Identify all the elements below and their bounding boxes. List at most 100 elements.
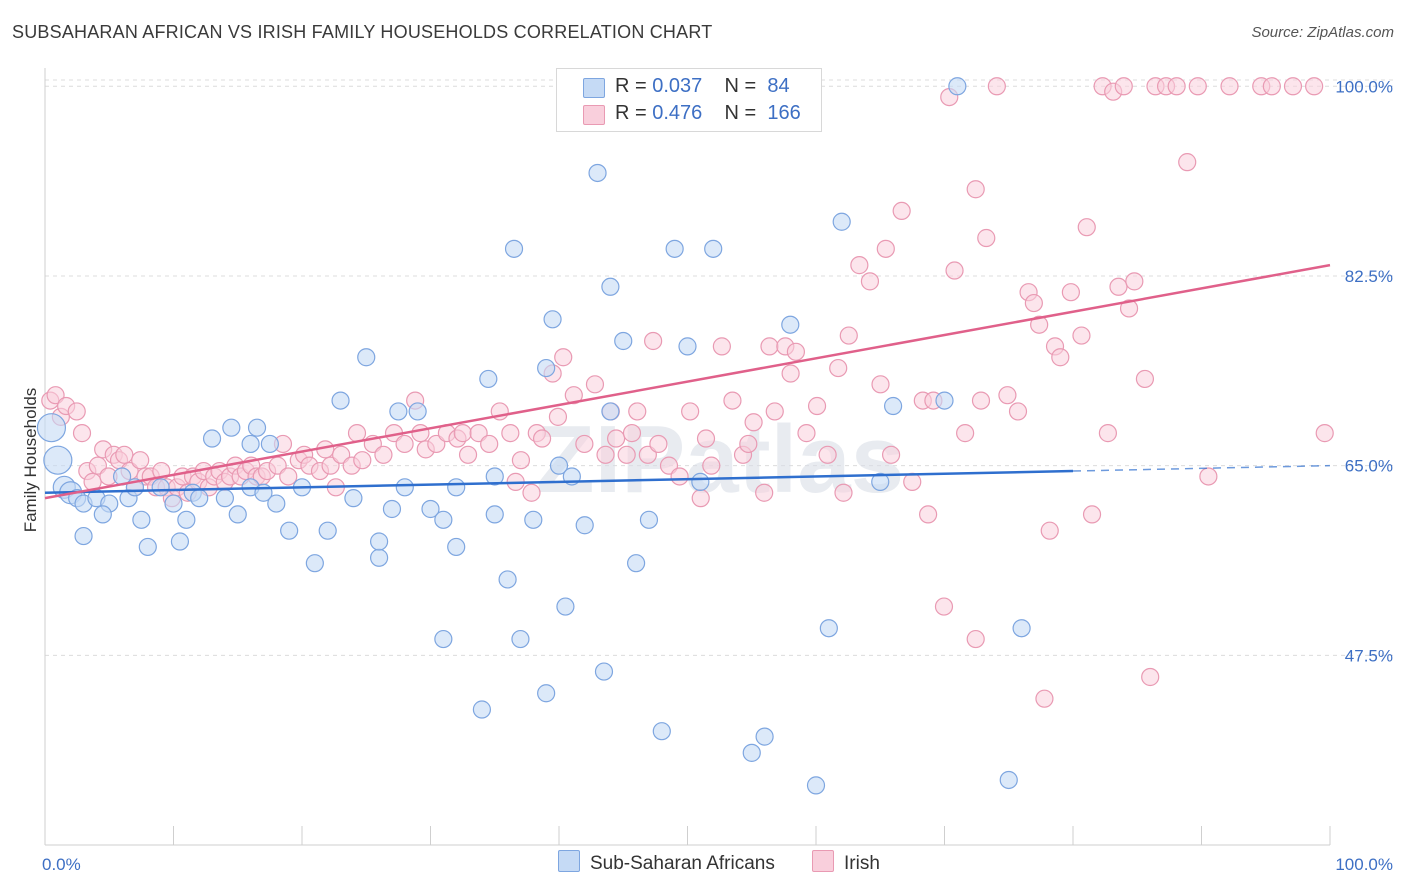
irish-point — [564, 386, 583, 405]
subsaharan-point — [626, 554, 646, 573]
irish-point — [374, 445, 393, 464]
legend-label: Irish — [844, 853, 880, 874]
subsaharan-point — [883, 396, 903, 416]
subsaharan-point — [43, 445, 73, 475]
irish-point — [617, 445, 636, 464]
subsaharan-point — [36, 413, 67, 443]
irish-point — [511, 451, 531, 470]
irish-point — [786, 342, 806, 361]
subsaharan-point — [511, 629, 530, 649]
irish-point — [1035, 689, 1054, 708]
n-value: 84 — [767, 75, 790, 97]
subsaharan-point — [228, 505, 247, 524]
irish-point — [670, 467, 689, 486]
r-label: R = — [615, 102, 647, 124]
irish-points — [41, 77, 1334, 708]
subsaharan-point — [601, 277, 620, 296]
irish-point — [892, 201, 911, 221]
subsaharan-point — [408, 402, 427, 421]
irish-point — [987, 77, 1006, 96]
irish-point — [971, 391, 991, 410]
irish-point — [739, 434, 758, 454]
subsaharan-point — [202, 429, 222, 448]
irish-point — [919, 505, 938, 524]
pink-swatch — [583, 105, 605, 125]
irish-point — [480, 434, 499, 454]
subsaharan-point — [543, 310, 562, 329]
irish-point — [977, 228, 996, 248]
irish-point — [755, 483, 774, 502]
subsaharan-point — [93, 505, 112, 524]
subsaharan-point — [434, 629, 453, 649]
irish-point — [1008, 402, 1028, 421]
irish-point — [638, 445, 657, 464]
subsaharan-point — [132, 510, 151, 529]
irish-point — [411, 424, 430, 443]
irish-point — [1178, 153, 1197, 172]
subsaharan-point — [691, 472, 710, 491]
subsaharan-point — [222, 418, 241, 437]
irish-point — [797, 424, 816, 443]
subsaharan-point — [556, 597, 575, 616]
irish-point — [1125, 272, 1144, 291]
bottom-legend-subsaharan: Sub-Saharan Africans — [558, 850, 775, 875]
subsaharan-point — [479, 369, 498, 389]
irish-point — [522, 483, 541, 502]
irish-point — [744, 413, 763, 432]
subsaharan-point — [588, 163, 607, 183]
subsaharan-point — [247, 418, 267, 437]
y-tick-label: 82.5% — [1345, 267, 1393, 286]
irish-point — [966, 180, 985, 199]
irish-point — [628, 402, 647, 421]
subsaharan-point — [537, 684, 556, 703]
subsaharan-point — [138, 537, 157, 557]
irish-point — [1119, 299, 1139, 318]
subsaharan-point — [819, 619, 838, 638]
subsaharan-point — [421, 499, 440, 519]
irish-point — [765, 402, 784, 421]
irish-point — [860, 272, 880, 291]
irish-point — [1262, 77, 1281, 96]
blue-swatch — [583, 78, 605, 98]
y-tick-label: 100.0% — [1335, 77, 1393, 96]
irish-point — [807, 396, 827, 416]
subsaharan-point — [781, 315, 800, 334]
subsaharan-point — [948, 77, 967, 96]
subsaharan-point — [704, 239, 723, 258]
subsaharan-point — [389, 402, 408, 421]
irish-point — [781, 364, 800, 383]
irish-point — [1109, 277, 1128, 296]
subsaharan-point — [871, 472, 890, 491]
subsaharan-point — [267, 494, 286, 513]
subsaharan-point — [537, 358, 556, 378]
subsaharan-point — [395, 478, 414, 497]
x-tick-label: 100.0% — [1335, 855, 1393, 874]
n-label: N = — [724, 75, 757, 97]
irish-point — [321, 456, 340, 475]
irish-point — [934, 597, 954, 616]
legend-label: Sub-Saharan Africans — [590, 853, 775, 874]
tick-labels: 0.0% 100.0% 47.5% 65.0% 82.5% 100.0% — [42, 77, 1393, 874]
irish-point — [691, 489, 710, 508]
irish-point — [115, 445, 134, 464]
subsaharan-point — [1012, 619, 1031, 638]
irish-point — [871, 375, 890, 394]
subsaharan-point — [806, 776, 826, 795]
irish-point — [72, 424, 92, 443]
irish-point — [644, 331, 663, 351]
subsaharan-point — [498, 570, 517, 589]
irish-point — [596, 445, 615, 464]
irish-point — [1305, 77, 1324, 96]
irish-point — [548, 407, 568, 426]
subsaharan-point — [665, 239, 684, 258]
irish-point — [681, 402, 700, 421]
subsaharan-point — [755, 727, 774, 746]
irish-point — [554, 348, 573, 367]
subsaharan-point — [177, 510, 196, 529]
subsaharan-point — [434, 510, 453, 529]
irish-point — [1220, 77, 1239, 96]
subsaharan-point — [241, 434, 260, 454]
irish-point — [945, 261, 964, 280]
irish-point — [649, 434, 668, 454]
irish-point — [1082, 505, 1102, 524]
